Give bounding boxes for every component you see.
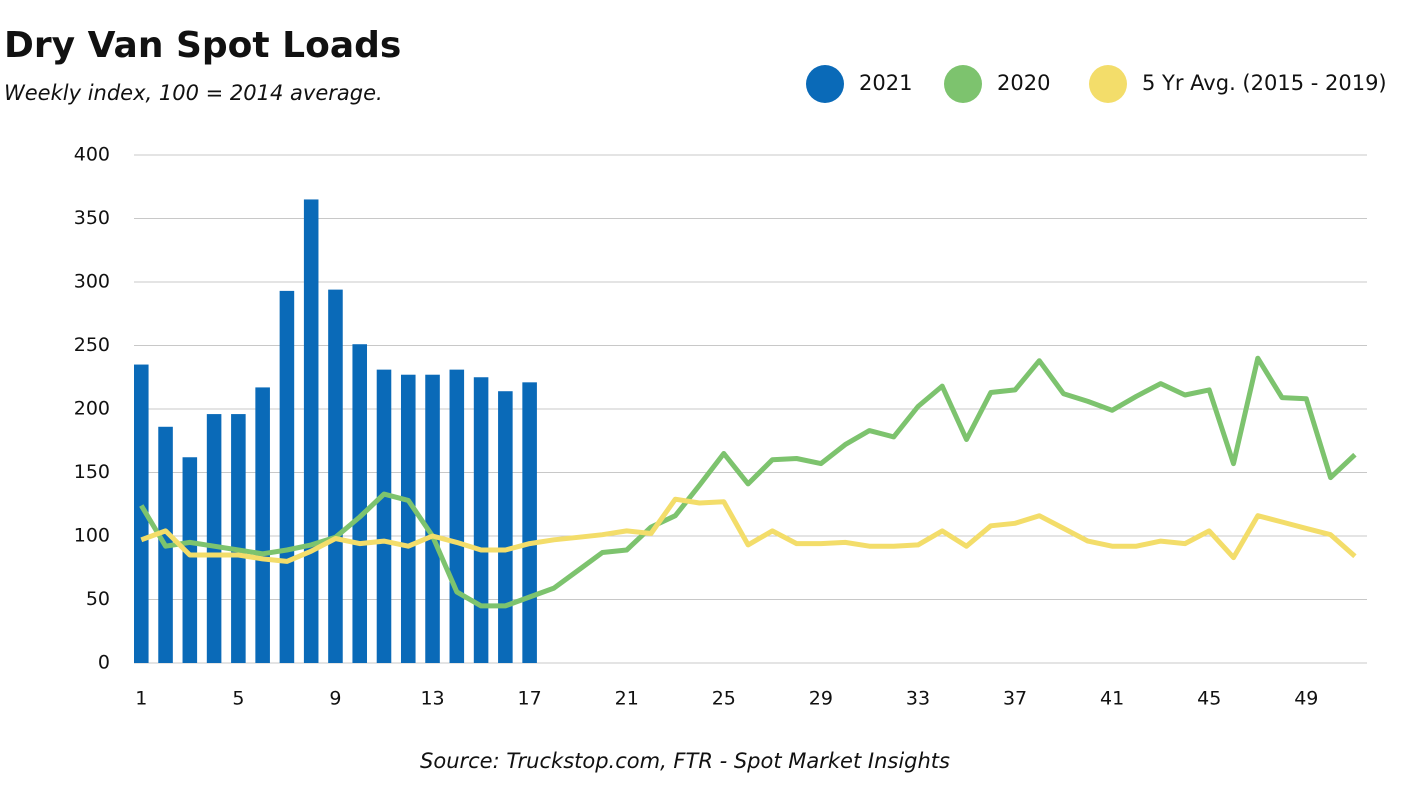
y-tick-label: 300 [74,271,110,293]
x-tick-label: 25 [712,688,736,710]
y-tick-label: 0 [98,652,110,674]
bar [376,369,392,663]
bar [473,377,489,663]
legend-label: 2021 [859,71,912,95]
y-tick-label: 200 [74,398,110,420]
y-tick-label: 150 [74,461,110,483]
chart-title: Dry Van Spot Loads [4,25,401,66]
bar [134,364,149,663]
x-tick-label: 29 [809,688,833,710]
source-note: Source: Truckstop.com, FTR - Spot Market… [420,749,950,773]
bar [498,391,513,663]
x-tick-label: 1 [135,688,147,710]
x-tick-label: 33 [906,688,930,710]
bar [206,414,222,663]
x-tick-label: 41 [1100,688,1124,710]
y-tick-label: 250 [74,334,110,356]
bar [255,387,270,663]
line [139,355,1357,609]
y-tick-label: 50 [86,588,110,610]
bar [425,374,440,663]
line [140,496,1357,564]
bar [279,290,295,663]
legend-swatch [806,65,844,103]
y-tick-label: 100 [74,525,110,547]
legend-swatch [944,65,982,103]
legend-label: 2020 [997,71,1050,95]
x-tick-label: 17 [518,688,542,710]
bar [328,289,343,663]
y-tick-label: 400 [74,144,110,166]
x-tick-label: 13 [420,688,444,710]
chart-subtitle: Weekly index, 100 = 2014 average. [4,81,383,105]
legend-label: 5 Yr Avg. (2015 - 2019) [1142,71,1387,95]
x-tick-label: 9 [329,688,341,710]
y-tick-label: 350 [74,207,110,229]
bar [352,344,368,663]
bar [303,199,319,663]
bar [522,382,537,663]
x-tick-label: 5 [232,688,244,710]
bar [400,374,416,663]
bar [182,457,198,663]
x-tick-label: 49 [1294,688,1318,710]
legend-swatch [1089,65,1127,103]
x-tick-label: 45 [1197,688,1221,710]
x-tick-label: 21 [615,688,639,710]
x-tick-label: 37 [1003,688,1027,710]
bar [231,414,246,663]
bar [449,369,465,663]
